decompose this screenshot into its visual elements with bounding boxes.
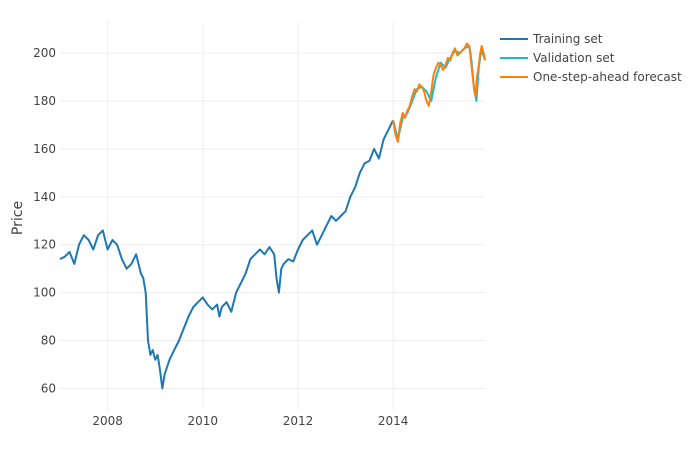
y-axis-label: Price <box>10 201 26 235</box>
y-tick-label: 160 <box>33 142 56 156</box>
y-tick-label: 100 <box>33 286 56 300</box>
y-tick-label: 80 <box>41 334 56 348</box>
grid <box>60 22 485 410</box>
x-tick-label: 2014 <box>378 414 409 428</box>
legend-entry-label[interactable]: Validation set <box>533 51 615 65</box>
y-tick-label: 140 <box>33 190 56 204</box>
series-layer <box>59 42 486 390</box>
series-line-1 <box>59 119 394 390</box>
x-axis-ticks: 2008 2010 2012 2014 <box>92 414 408 428</box>
legend-entry-label[interactable]: One-step-ahead forecast <box>533 70 682 84</box>
y-tick-label: 200 <box>33 46 56 60</box>
y-axis-ticks: 60 80 100 120 140 160 180 200 <box>33 46 56 395</box>
x-tick-label: 2012 <box>283 414 314 428</box>
series-line-3 <box>392 42 486 143</box>
legend-entry-label[interactable]: Training set <box>532 32 603 46</box>
x-tick-label: 2008 <box>92 414 123 428</box>
x-tick-label: 2010 <box>188 414 219 428</box>
legend: Training set Validation set One-step-ahead… <box>500 32 682 84</box>
y-tick-label: 180 <box>33 94 56 108</box>
y-tick-label: 120 <box>33 238 56 252</box>
y-tick-label: 60 <box>41 381 56 395</box>
